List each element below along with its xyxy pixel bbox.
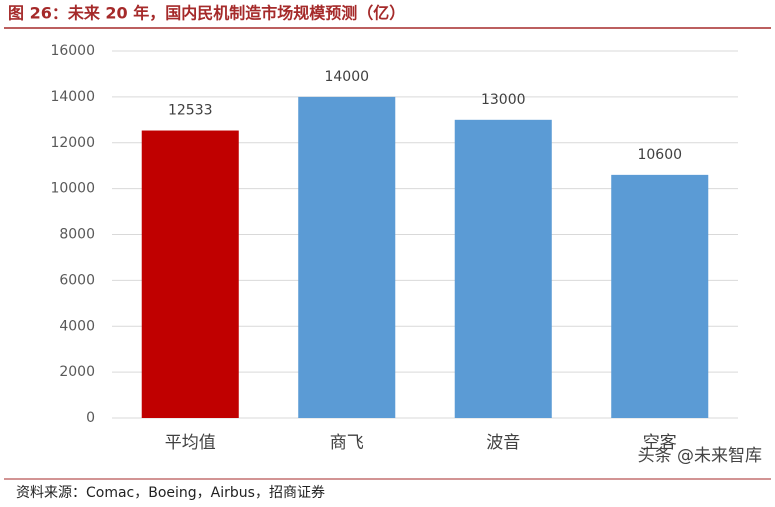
y-tick-label: 10000 [50,181,95,197]
y-tick-label: 12000 [50,135,95,151]
x-tick-label: 空客 [643,433,677,453]
source-note: 资料来源：Comac，Boeing，Airbus，招商证券 [16,485,325,501]
x-tick-label: 平均值 [165,433,216,453]
y-tick-label: 2000 [59,364,95,380]
value-label: 14000 [324,69,369,85]
y-tick-label: 8000 [59,227,95,243]
y-tick-label: 6000 [59,272,95,288]
chart-title: 图 26：未来 20 年，国内民机制造市场规模预测（亿） [8,4,405,23]
x-tick-label: 商飞 [330,433,364,453]
bar [611,174,709,418]
y-tick-label: 16000 [50,43,95,59]
value-label: 12533 [168,103,213,119]
value-label: 13000 [481,92,526,108]
value-label: 10600 [637,147,682,163]
y-tick-label: 0 [86,410,95,426]
y-tick-label: 14000 [50,89,95,105]
watermark: 头条 @未来智库 [638,446,762,466]
bar [454,119,552,418]
y-tick-label: 4000 [59,318,95,334]
bar [298,96,396,418]
x-tick-label: 波音 [486,433,520,453]
bar [141,130,239,419]
